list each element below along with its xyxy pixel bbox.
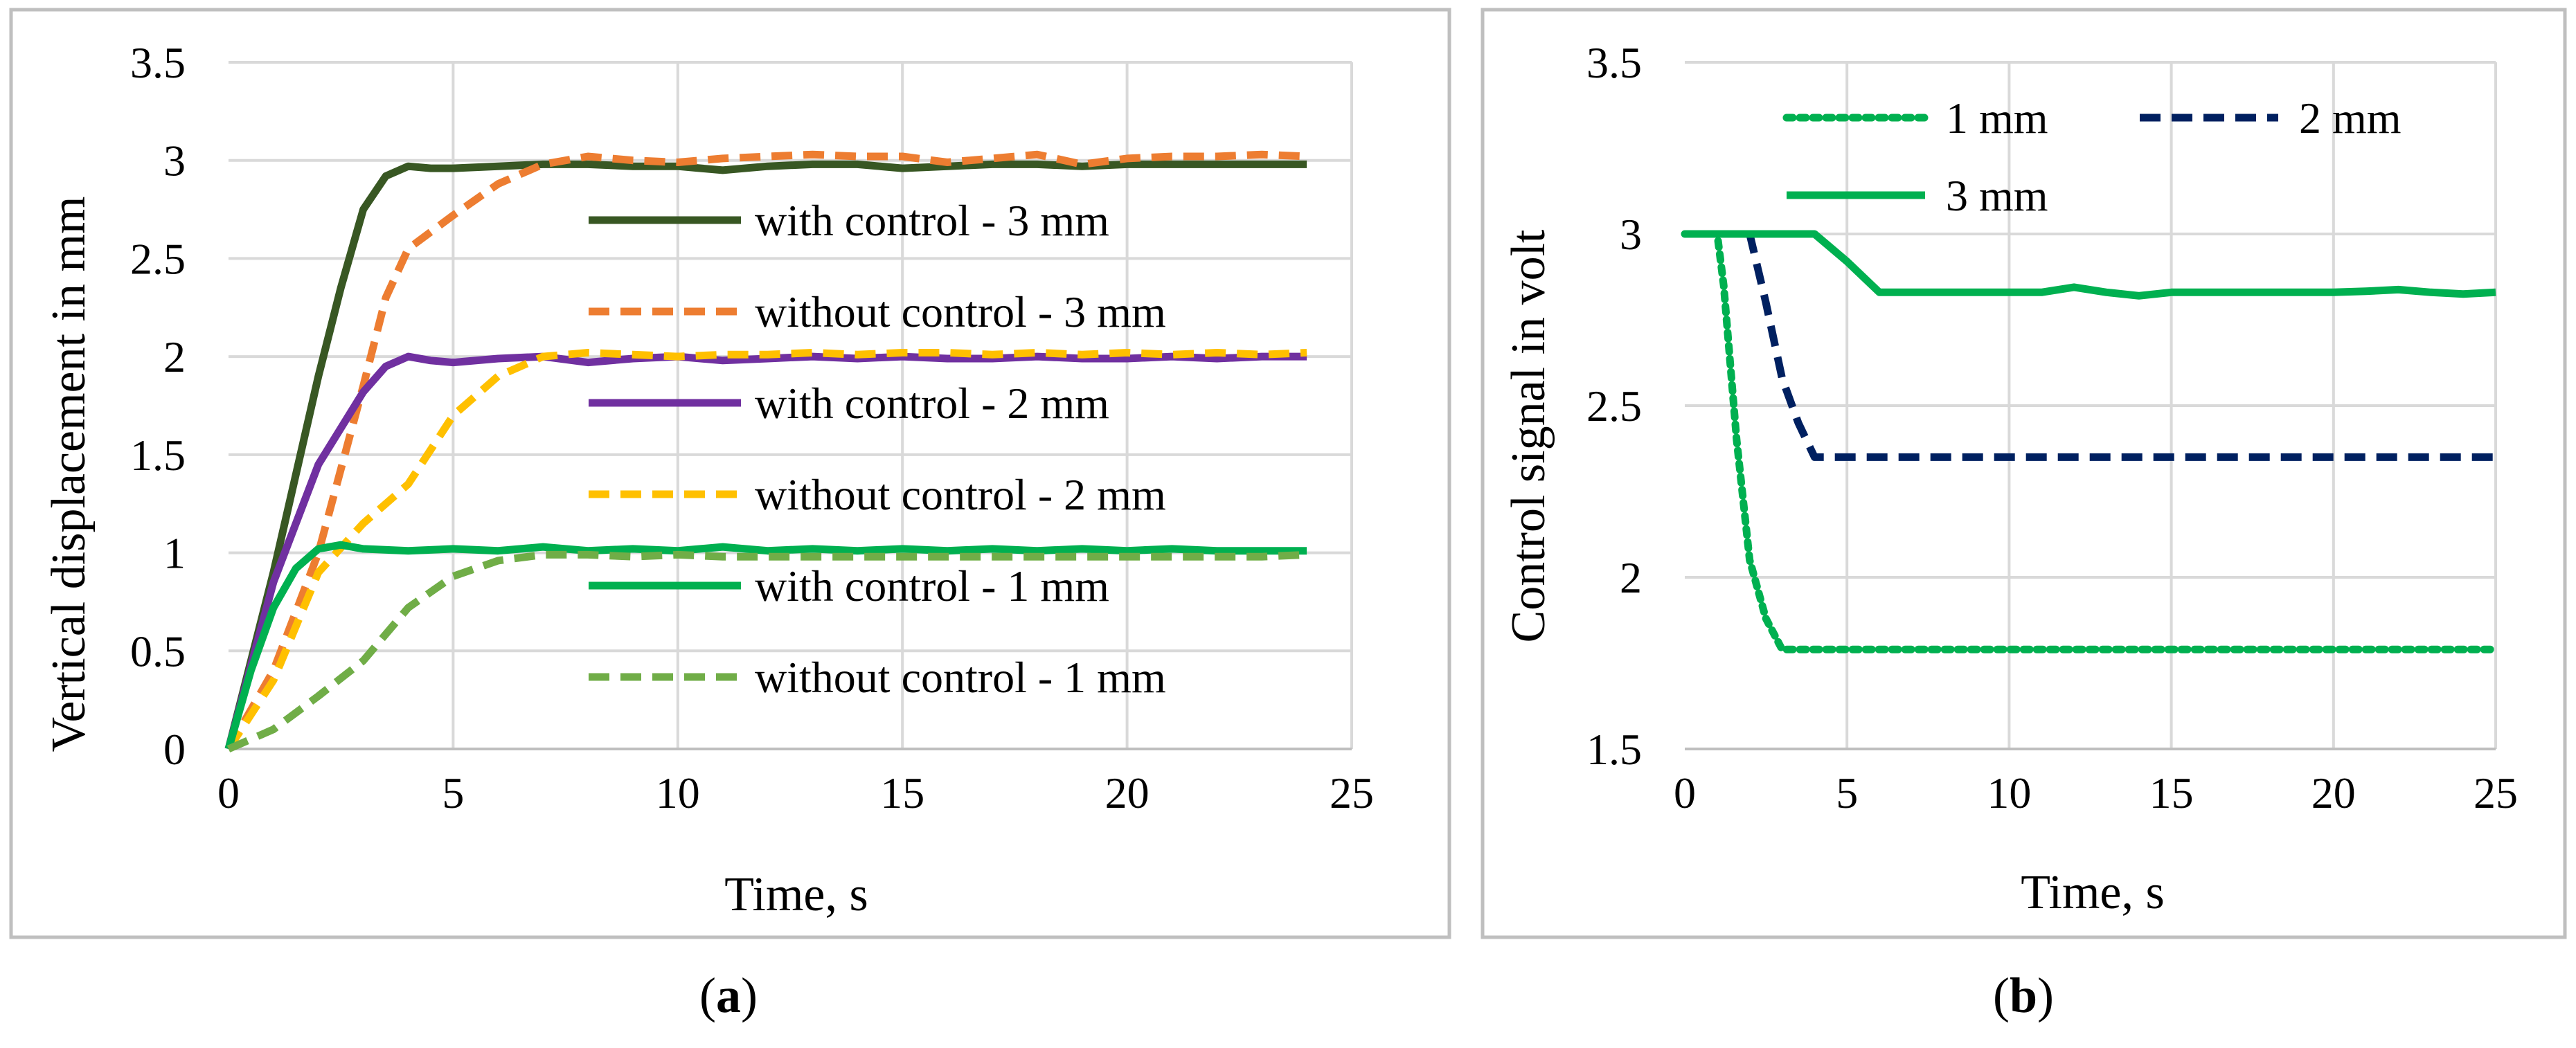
panel-a-y-axis-label: Vertical displacement in mm [42, 197, 96, 752]
panel-a-x-tick-label: 5 [442, 768, 464, 817]
panel-b-x-tick-label: 20 [2311, 768, 2356, 817]
panel-a-legend-label: without control - 2 mm [755, 470, 1166, 519]
panel-a: 0 0.5 1 1.5 2 2.5 3 3.5 0 5 10 15 20 25 Time, s Vert… [9, 8, 1451, 939]
panel-b-x-tick-label: 0 [1674, 768, 1696, 817]
panel-a-legend-label: with control - 1 mm [755, 561, 1109, 611]
panel-a-series-line-6 [226, 550, 1307, 753]
panel-b-x-axis-label: Time, s [2021, 866, 2165, 919]
panel-b-series-line-1 [1681, 230, 2500, 653]
panel-a-y-tick-label: 1 [163, 529, 186, 578]
panel-b-x-tick-label: 5 [1836, 768, 1858, 817]
panel-a-y-tick-labels: 0 0.5 1 1.5 2 2.5 3 3.5 [130, 38, 186, 774]
panel-a-x-tick-label: 20 [1105, 768, 1150, 817]
panel-b-legend: 1 mm 2 mm 3 mm [1782, 93, 2401, 220]
panel-a-series-line-3 [224, 352, 1307, 750]
panel-a-y-tick-label: 0 [163, 725, 186, 774]
caption-b: (b) [1993, 968, 2054, 1023]
panel-a-y-tick-label: 3 [163, 136, 186, 186]
panel-b-y-axis-label: Control signal in volt [1502, 229, 1555, 643]
panel-a-legend: with control - 3 mm without control - 3 m… [589, 196, 1166, 702]
panel-b-x-tick-label: 10 [1987, 768, 2031, 817]
panel-a-x-tick-label: 25 [1330, 768, 1374, 817]
panel-b-legend-label: 3 mm [1946, 171, 2048, 220]
panel-a-x-tick-label: 0 [217, 768, 240, 817]
panel-a-series-line-4 [225, 349, 1307, 752]
panel-b-frame [1481, 8, 2567, 939]
panel-a-y-tick-label: 1.5 [130, 431, 186, 480]
panel-a-series-line-1 [224, 160, 1307, 750]
panel-a-series-line-2 [225, 150, 1307, 751]
panel-a-y-tick-label: 0.5 [130, 626, 186, 676]
panel-b: 1.5 2 2.5 3 3.5 0 5 10 15 20 25 Time, s Control s… [1481, 8, 2567, 939]
panel-a-x-tick-label: 10 [656, 768, 700, 817]
panel-b-y-tick-label: 3.5 [1586, 38, 1642, 87]
panel-a-legend-label: without control - 3 mm [755, 287, 1166, 336]
panel-b-y-tick-label: 3 [1620, 210, 1642, 259]
panel-b-x-tick-label: 25 [2474, 768, 2518, 817]
panel-a-x-tick-labels: 0 5 10 15 20 25 [217, 768, 1374, 817]
panel-b-series-line-3 [1685, 230, 2496, 300]
caption-a-letter: a [716, 968, 741, 1023]
panel-b-x-tick-label: 15 [2149, 768, 2194, 817]
panel-a-legend-label: without control - 1 mm [755, 653, 1166, 702]
panel-b-gridlines [1685, 61, 2497, 749]
panel-a-legend-label: with control - 3 mm [755, 196, 1109, 245]
panel-a-y-tick-label: 2.5 [130, 234, 186, 283]
panel-b-y-tick-label: 2.5 [1586, 381, 1642, 431]
caption-a: (a) [699, 968, 758, 1023]
panel-b-x-tick-labels: 0 5 10 15 20 25 [1674, 768, 2518, 817]
panel-a-x-axis-label: Time, s [724, 868, 868, 921]
panel-b-y-tick-label: 2 [1620, 553, 1642, 602]
panel-b-legend-label: 1 mm [1946, 93, 2048, 143]
panel-b-series [1681, 230, 2500, 653]
panel-a-series-line-5 [224, 541, 1307, 750]
panel-a-y-tick-label: 2 [163, 332, 186, 381]
panel-a-series [224, 150, 1307, 753]
panel-b-legend-label: 2 mm [2299, 93, 2401, 143]
panel-a-y-tick-label: 3.5 [130, 38, 186, 87]
panel-a-legend-label: with control - 2 mm [755, 379, 1109, 428]
caption-b-letter: b [2010, 968, 2037, 1023]
panel-b-y-tick-label: 1.5 [1586, 725, 1642, 774]
panel-a-x-tick-label: 15 [880, 768, 924, 817]
panel-b-y-tick-labels: 1.5 2 2.5 3 3.5 [1586, 38, 1642, 774]
